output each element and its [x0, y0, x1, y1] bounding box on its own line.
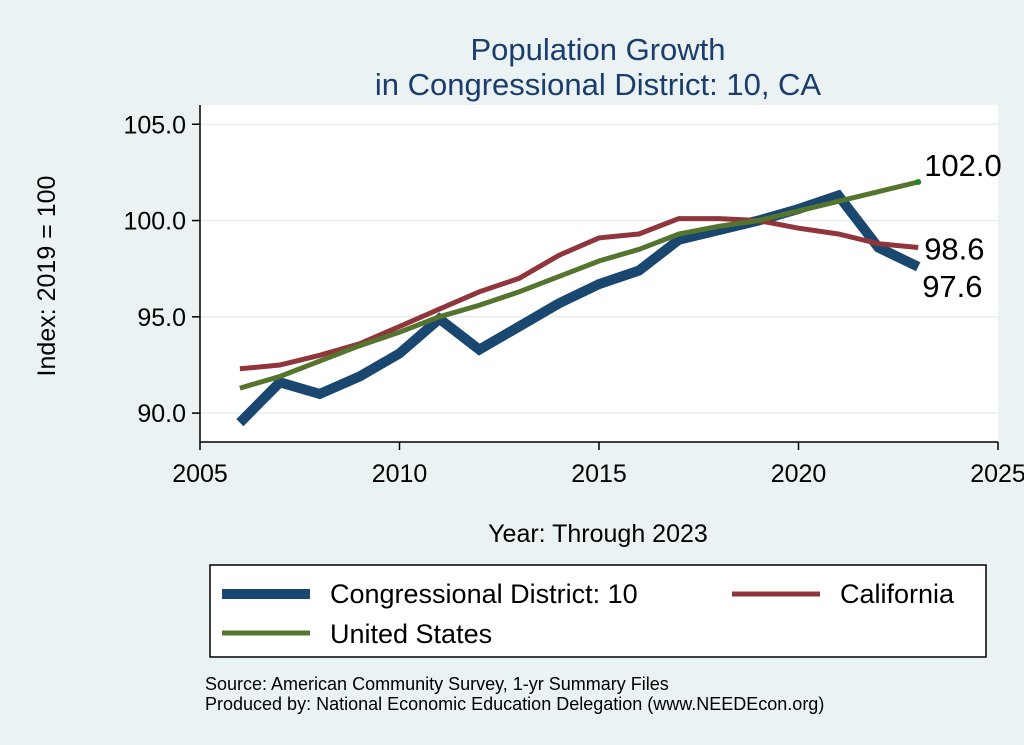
source-note: Source: American Community Survey, 1-yr … [205, 674, 669, 694]
x-tick-label-2020: 2020 [771, 460, 827, 488]
end-label-district: 97.6 [922, 269, 982, 304]
x-axis-ticks: 2005 2010 2015 2020 2025 [172, 442, 1024, 488]
legend: Congressional District: 10 California Un… [209, 564, 987, 658]
legend-label-united-states: United States [330, 619, 492, 649]
series-layer [236, 179, 922, 427]
producer-note: Produced by: National Economic Education… [205, 694, 824, 714]
y-tick-label-105: 105.0 [123, 111, 186, 139]
x-tick-label-2025: 2025 [970, 460, 1024, 488]
end-label-california: 98.6 [924, 232, 984, 267]
x-tick-label-2015: 2015 [571, 460, 627, 488]
x-tick-label-2010: 2010 [372, 460, 428, 488]
chart-title-line-1: Population Growth [470, 32, 725, 67]
x-axis-title: Year: Through 2023 [488, 520, 708, 548]
y-axis-ticks: 90.0 95.0 100.0 105.0 [123, 111, 200, 428]
legend-label-california: California [840, 579, 955, 609]
y-tick-label-95: 95.0 [137, 304, 186, 332]
legend-box [209, 564, 987, 658]
end-point-united-states [915, 179, 922, 186]
end-label-united-states: 102.0 [924, 148, 1002, 183]
gridlines [200, 123, 998, 414]
chart-title-line-2: in Congressional District: 10, CA [375, 67, 822, 102]
y-tick-label-90: 90.0 [137, 400, 186, 428]
legend-label-district: Congressional District: 10 [330, 579, 638, 609]
y-tick-label-100: 100.0 [123, 208, 186, 236]
x-tick-label-2005: 2005 [172, 460, 228, 488]
y-axis-title: Index: 2019 = 100 [33, 176, 61, 377]
end-labels: 97.698.6 102.0 [922, 148, 1002, 304]
series-line-united-states [239, 179, 919, 391]
